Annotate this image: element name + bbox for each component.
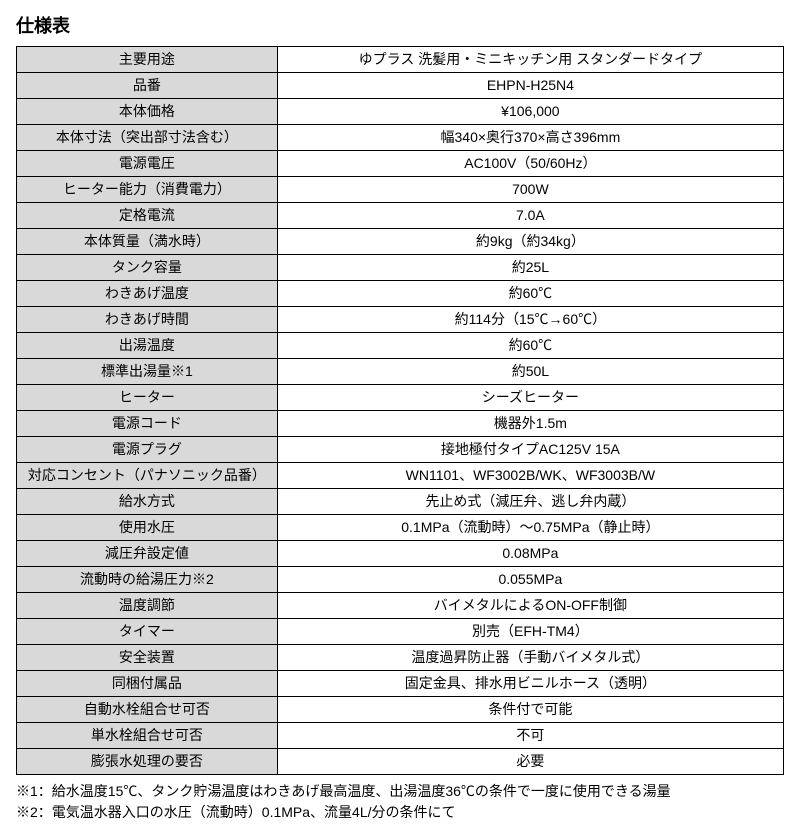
spec-value: 約9kg（約34kg） [277,229,783,255]
spec-label: 温度調節 [17,593,278,619]
spec-value: 別売（EFH-TM4） [277,619,783,645]
spec-label: 本体価格 [17,99,278,125]
spec-label: わきあげ温度 [17,281,278,307]
spec-label: 自動水栓組合せ可否 [17,697,278,723]
spec-value: 約114分（15℃→60℃） [277,307,783,333]
spec-label: 品番 [17,73,278,99]
spec-table-title: 仕様表 [16,12,784,38]
spec-label: 単水栓組合せ可否 [17,723,278,749]
spec-label: 電源コード [17,411,278,437]
spec-value: 0.08MPa [277,541,783,567]
spec-value: バイメタルによるON-OFF制御 [277,593,783,619]
spec-value: 条件付で可能 [277,697,783,723]
table-row: 使用水圧0.1MPa（流動時）～0.75MPa（静止時） [17,515,784,541]
spec-value: 機器外1.5m [277,411,783,437]
spec-value: 約25L [277,255,783,281]
spec-value: 7.0A [277,203,783,229]
spec-value: AC100V（50/60Hz） [277,151,783,177]
spec-value: シーズヒーター [277,385,783,411]
table-row: 単水栓組合せ可否不可 [17,723,784,749]
table-row: 標準出湯量※1約50L [17,359,784,385]
spec-value: 不可 [277,723,783,749]
table-row: 出湯温度約60℃ [17,333,784,359]
spec-label: わきあげ時間 [17,307,278,333]
spec-value: ¥106,000 [277,99,783,125]
spec-value: 固定金具、排水用ビニルホース（透明） [277,671,783,697]
table-row: わきあげ温度約60℃ [17,281,784,307]
table-row: 対応コンセント（パナソニック品番）WN1101、WF3002B/WK、WF300… [17,463,784,489]
table-row: 同梱付属品固定金具、排水用ビニルホース（透明） [17,671,784,697]
spec-label: 流動時の給湯圧力※2 [17,567,278,593]
spec-label: 給水方式 [17,489,278,515]
table-row: 主要用途ゆプラス 洗髪用・ミニキッチン用 スタンダードタイプ [17,47,784,73]
spec-value: 0.055MPa [277,567,783,593]
spec-value: 約50L [277,359,783,385]
spec-label: 電源電圧 [17,151,278,177]
spec-label: ヒーター [17,385,278,411]
table-row: 安全装置温度過昇防止器（手動バイメタル式） [17,645,784,671]
table-row: 電源電圧AC100V（50/60Hz） [17,151,784,177]
spec-label: 対応コンセント（パナソニック品番） [17,463,278,489]
spec-label: 出湯温度 [17,333,278,359]
spec-label: 本体寸法（突出部寸法含む） [17,125,278,151]
table-row: 定格電流7.0A [17,203,784,229]
footnote: ※2：電気温水器入口の水圧（流動時）0.1MPa、流量4L/分の条件にて [16,802,784,823]
table-row: わきあげ時間約114分（15℃→60℃） [17,307,784,333]
table-row: タンク容量約25L [17,255,784,281]
spec-table-body: 主要用途ゆプラス 洗髪用・ミニキッチン用 スタンダードタイプ品番EHPN-H25… [17,47,784,775]
spec-value: 700W [277,177,783,203]
spec-value: EHPN-H25N4 [277,73,783,99]
table-row: 電源プラグ接地極付タイプAC125V 15A [17,437,784,463]
spec-label: 使用水圧 [17,515,278,541]
spec-value: 約60℃ [277,281,783,307]
spec-value: 0.1MPa（流動時）～0.75MPa（静止時） [277,515,783,541]
table-row: ヒーター能力（消費電力）700W [17,177,784,203]
table-row: タイマー別売（EFH-TM4） [17,619,784,645]
spec-value: 温度過昇防止器（手動バイメタル式） [277,645,783,671]
spec-value: 先止め式（減圧弁、逃し弁内蔵） [277,489,783,515]
spec-label: 同梱付属品 [17,671,278,697]
table-row: 電源コード機器外1.5m [17,411,784,437]
table-row: 給水方式先止め式（減圧弁、逃し弁内蔵） [17,489,784,515]
table-row: 品番EHPN-H25N4 [17,73,784,99]
table-row: ヒーターシーズヒーター [17,385,784,411]
spec-label: 減圧弁設定値 [17,541,278,567]
spec-value: WN1101、WF3002B/WK、WF3003B/W [277,463,783,489]
spec-value: ゆプラス 洗髪用・ミニキッチン用 スタンダードタイプ [277,47,783,73]
spec-label: タンク容量 [17,255,278,281]
spec-label: 定格電流 [17,203,278,229]
footnote: ※1：給水温度15℃、タンク貯湯温度はわきあげ最高温度、出湯温度36℃の条件で一… [16,781,784,802]
spec-table: 主要用途ゆプラス 洗髪用・ミニキッチン用 スタンダードタイプ品番EHPN-H25… [16,46,784,775]
spec-label: タイマー [17,619,278,645]
spec-label: 主要用途 [17,47,278,73]
spec-label: 電源プラグ [17,437,278,463]
spec-value: 接地極付タイプAC125V 15A [277,437,783,463]
spec-label: 本体質量（満水時） [17,229,278,255]
spec-label: 安全装置 [17,645,278,671]
table-row: 本体価格¥106,000 [17,99,784,125]
table-row: 本体質量（満水時）約9kg（約34kg） [17,229,784,255]
table-row: 減圧弁設定値0.08MPa [17,541,784,567]
spec-value: 幅340×奥行370×高さ396mm [277,125,783,151]
table-row: 自動水栓組合せ可否条件付で可能 [17,697,784,723]
spec-value: 約60℃ [277,333,783,359]
table-row: 流動時の給湯圧力※20.055MPa [17,567,784,593]
spec-label: ヒーター能力（消費電力） [17,177,278,203]
table-row: 本体寸法（突出部寸法含む）幅340×奥行370×高さ396mm [17,125,784,151]
spec-label: 標準出湯量※1 [17,359,278,385]
footnotes-container: ※1：給水温度15℃、タンク貯湯温度はわきあげ最高温度、出湯温度36℃の条件で一… [16,781,784,823]
table-row: 温度調節バイメタルによるON-OFF制御 [17,593,784,619]
